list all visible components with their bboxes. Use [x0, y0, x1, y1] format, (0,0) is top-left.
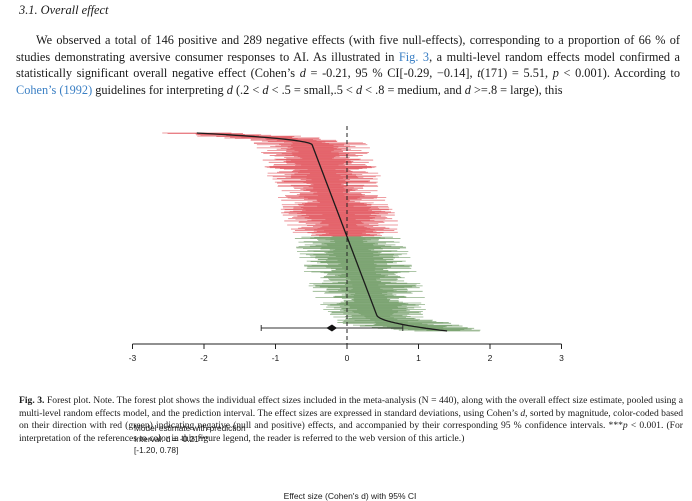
paragraph-text: < .5 = small,.5 <: [268, 82, 356, 97]
confidence-intervals: [162, 132, 481, 332]
paragraph-text: >=.8 = large), this: [470, 82, 563, 97]
x-tick-label: 3: [559, 353, 564, 363]
paragraph-text: < .8 = medium, and: [362, 82, 465, 97]
x-axis-ticks: -3 -2 -1 0 1 2 3: [129, 344, 564, 363]
paragraph-text: We observed a total of 146 positive and …: [16, 33, 680, 64]
figure-caption: Fig. 3. Forest plot. Note. The forest pl…: [19, 395, 683, 445]
paragraph-text: guidelines for interpreting: [92, 82, 227, 97]
section-heading: 3.1. Overall effect: [19, 3, 109, 17]
paragraph-text: (171) = 5.51,: [480, 66, 553, 80]
paragraph-text: , a multi-level random effects model con…: [16, 49, 681, 81]
symbol-p: p: [552, 66, 559, 80]
x-tick-label: -3: [129, 353, 137, 363]
caption-label: Fig. 3.: [19, 395, 45, 406]
symbol-d: d: [262, 82, 269, 97]
figure-reference-link[interactable]: Fig. 3: [398, 49, 430, 64]
body-paragraph: We observed a total of 146 positive and …: [16, 32, 680, 98]
x-tick-label: 0: [345, 353, 350, 363]
x-tick-label: 2: [488, 353, 493, 363]
model-estimate-annotation: Model estimate with prediction Interval:…: [134, 423, 246, 456]
symbol-d: d: [464, 82, 471, 97]
x-tick-label: -1: [272, 353, 280, 363]
caption-text: Forest plot. Note. The forest plot shows…: [19, 395, 683, 419]
symbol-d: d: [520, 407, 526, 419]
forest-plot-figure: -3 -2 -1 0 1 2 3 Model estimate with predictio…: [0, 118, 692, 501]
symbol-d: d: [355, 82, 363, 97]
symbol-t: t: [477, 66, 481, 80]
paragraph-text: (.2 <: [232, 82, 263, 97]
paragraph-text: < 0.001). According to: [558, 66, 681, 80]
symbol-d: d: [226, 82, 233, 97]
x-tick-label: -2: [200, 353, 208, 363]
model-estimate-line3: [-1.20, 0.78]: [134, 445, 179, 455]
summary-estimate-diamond: [326, 324, 337, 332]
effect-size-points: [196, 132, 448, 332]
model-estimate-line2: Interval: d = -0.21***: [134, 434, 209, 444]
symbol-d: d: [299, 66, 306, 80]
x-axis-title: Effect size (Cohen's d) with 95% CI: [283, 491, 417, 501]
x-tick-label: 1: [416, 353, 421, 363]
caption-text: < 0.001. (For interpretation of the refe…: [19, 420, 683, 444]
forest-plot-svg: -3 -2 -1 0 1 2 3: [129, 126, 564, 363]
symbol-p: p: [622, 420, 628, 432]
model-estimate-line1: Model estimate with prediction: [134, 423, 246, 433]
paragraph-text: = -0.21, 95 % CI[-0.29, −0.14],: [305, 66, 478, 80]
caption-text: , sorted by magnitude, color-coded based…: [19, 407, 683, 432]
citation-link[interactable]: Cohen’s (1992): [16, 82, 93, 97]
